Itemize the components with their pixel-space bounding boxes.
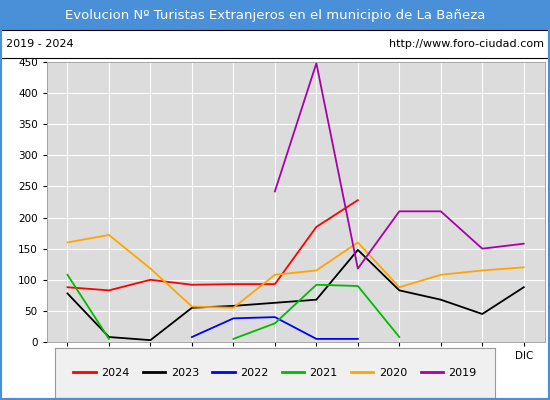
Legend: 2024, 2023, 2022, 2021, 2020, 2019: 2024, 2023, 2022, 2021, 2020, 2019 [69,364,481,382]
Text: Evolucion Nº Turistas Extranjeros en el municipio de La Bañeza: Evolucion Nº Turistas Extranjeros en el … [65,8,485,22]
Text: 2019 - 2024: 2019 - 2024 [6,39,73,49]
Text: http://www.foro-ciudad.com: http://www.foro-ciudad.com [389,39,544,49]
